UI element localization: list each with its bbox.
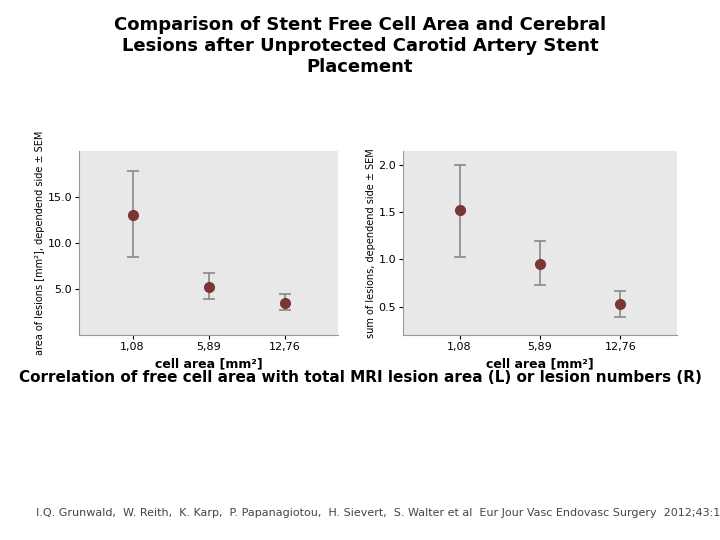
X-axis label: cell area [mm²]: cell area [mm²]: [155, 357, 263, 370]
Text: Correlation of free cell area with total MRI lesion area (L) or lesion numbers (: Correlation of free cell area with total…: [19, 370, 701, 385]
Y-axis label: area of lesions [mm²], dependend side ± SEM: area of lesions [mm²], dependend side ± …: [35, 131, 45, 355]
Text: I.Q. Grunwald,  W. Reith,  K. Karp,  P. Papanagiotou,  H. Sievert,  S. Walter et: I.Q. Grunwald, W. Reith, K. Karp, P. Pap…: [36, 508, 720, 518]
Text: Comparison of Stent Free Cell Area and Cerebral
Lesions after Unprotected Caroti: Comparison of Stent Free Cell Area and C…: [114, 16, 606, 76]
X-axis label: cell area [mm²]: cell area [mm²]: [486, 357, 594, 370]
Y-axis label: sum of lesions, dependend side ± SEM: sum of lesions, dependend side ± SEM: [366, 148, 376, 338]
